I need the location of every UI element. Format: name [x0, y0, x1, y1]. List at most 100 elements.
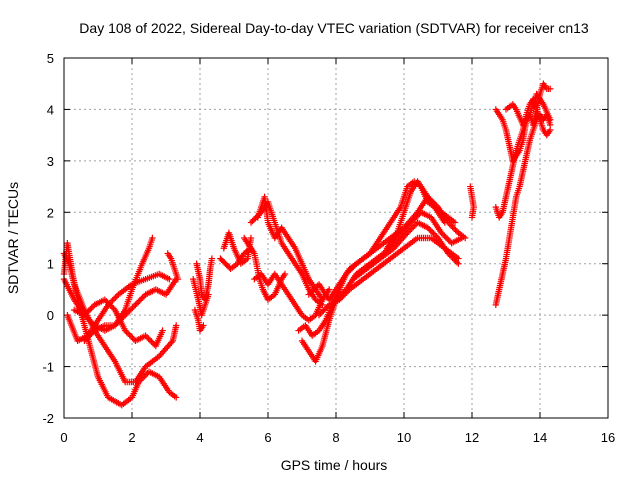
- x-tick-label: 2: [128, 430, 135, 445]
- data-point: [424, 224, 431, 231]
- chart-title: Day 108 of 2022, Sidereal Day-to-day VTE…: [79, 20, 589, 36]
- data-point: [123, 310, 130, 317]
- data-point: [404, 229, 411, 237]
- data-point: [319, 296, 326, 303]
- data-point: [326, 286, 333, 293]
- data-point: [250, 216, 258, 223]
- data-point: [452, 257, 459, 264]
- x-tick-label: 8: [332, 430, 339, 445]
- data-point: [124, 309, 132, 316]
- data-point: [446, 220, 453, 228]
- data-point: [453, 228, 461, 235]
- data-point: [468, 214, 476, 221]
- data-point: [447, 253, 455, 260]
- data-point: [133, 300, 141, 307]
- data-point: [85, 316, 92, 323]
- data-point: [336, 296, 343, 303]
- data-point: [145, 335, 152, 342]
- data-point: [138, 295, 145, 303]
- data-point: [124, 330, 132, 337]
- data-point: [126, 307, 133, 314]
- data-point: [122, 311, 129, 319]
- data-point: [318, 309, 326, 316]
- data-point: [139, 294, 146, 301]
- data-point: [110, 295, 118, 303]
- data-point: [452, 226, 459, 234]
- data-point: [323, 304, 330, 311]
- data-point: [450, 225, 458, 232]
- data-point: [205, 291, 212, 298]
- data-point: [108, 303, 116, 311]
- data-point: [410, 223, 417, 231]
- data-point: [122, 327, 129, 334]
- data-point: [173, 394, 180, 401]
- data-point: [344, 287, 352, 295]
- data-point: [407, 226, 414, 234]
- data-point: [426, 225, 433, 233]
- data-point: [445, 250, 452, 257]
- data-point: [85, 333, 92, 340]
- data-point: [146, 336, 154, 344]
- y-tick-label: 2: [47, 205, 54, 220]
- data-point: [81, 337, 88, 345]
- data-point: [431, 231, 439, 239]
- data-point: [104, 299, 111, 306]
- data-point: [88, 330, 95, 337]
- data-point: [105, 300, 113, 308]
- data-point: [130, 303, 138, 310]
- x-tick-label: 12: [465, 430, 479, 445]
- data-point: [320, 307, 327, 314]
- data-point: [135, 298, 142, 306]
- data-point: [113, 292, 121, 300]
- data-point: [148, 338, 155, 345]
- data-point: [428, 228, 436, 236]
- data-point: [444, 235, 451, 242]
- data-point: [120, 313, 127, 320]
- data-point: [439, 231, 447, 238]
- data-point: [441, 232, 448, 239]
- data-point: [123, 328, 130, 336]
- data-point: [411, 222, 418, 229]
- data-point: [449, 254, 456, 262]
- data-point: [247, 234, 255, 242]
- data-point: [200, 322, 207, 329]
- data-point: [84, 309, 91, 316]
- data-points: [60, 80, 554, 409]
- y-tick-label: 4: [47, 102, 54, 117]
- data-point: [453, 259, 461, 266]
- data-point: [547, 116, 554, 123]
- x-tick-label: 6: [264, 430, 271, 445]
- data-point: [455, 260, 462, 267]
- data-point: [247, 219, 255, 226]
- data-point: [547, 85, 554, 93]
- data-point: [84, 334, 91, 342]
- data-point: [337, 295, 345, 302]
- data-point: [101, 296, 108, 303]
- data-point: [340, 292, 347, 299]
- data-point: [309, 286, 317, 294]
- data-point: [136, 297, 143, 304]
- data-point: [208, 255, 216, 262]
- data-point: [113, 320, 120, 328]
- data-point: [87, 317, 94, 325]
- data-point: [119, 314, 126, 322]
- data-point: [126, 331, 133, 339]
- data-point: [117, 316, 125, 323]
- data-point: [438, 229, 445, 237]
- data-point: [307, 289, 314, 297]
- data-point: [116, 317, 123, 325]
- data-point: [321, 306, 329, 313]
- data-point: [87, 306, 94, 313]
- y-tick-label: -2: [42, 411, 54, 426]
- x-tick-label: 14: [533, 430, 547, 445]
- data-point: [342, 290, 349, 298]
- data-point: [451, 219, 459, 226]
- data-point: [447, 222, 455, 229]
- data-point: [109, 297, 116, 304]
- data-point: [317, 310, 324, 317]
- y-tick-label: 1: [47, 257, 54, 272]
- data-point: [85, 307, 92, 314]
- data-point: [143, 333, 151, 341]
- y-tick-label: 3: [47, 154, 54, 169]
